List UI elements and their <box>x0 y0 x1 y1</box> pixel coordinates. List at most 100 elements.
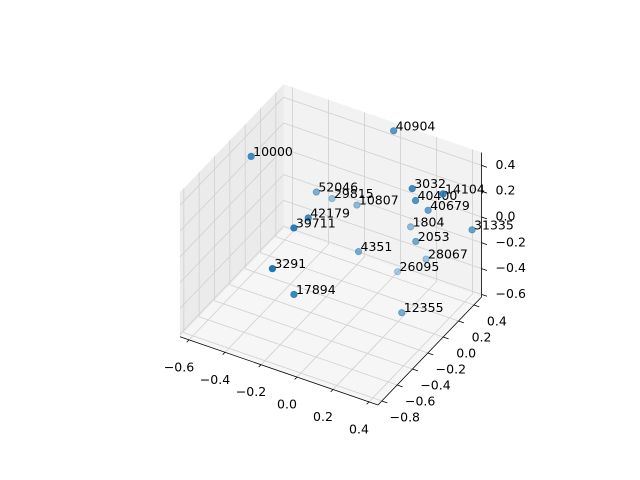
point <box>398 309 406 317</box>
tick-mark <box>473 304 480 308</box>
tick-mark <box>258 364 262 368</box>
point-label: 4351 <box>361 239 393 254</box>
y-axis <box>377 296 482 406</box>
point-label: 26095 <box>400 259 440 274</box>
grid-line <box>283 174 482 244</box>
grid-line <box>296 268 401 378</box>
x-tick-label: 0.0 <box>277 397 297 412</box>
grid-line <box>199 316 398 386</box>
tick-mark <box>481 165 488 168</box>
point-label: 31335 <box>474 217 514 232</box>
grid-line <box>179 200 284 309</box>
point-label: 42179 <box>310 205 350 220</box>
grid-line <box>179 148 284 258</box>
point <box>393 268 402 276</box>
x-axis <box>179 336 379 406</box>
grid-line <box>260 252 459 322</box>
back-pane <box>283 84 482 297</box>
tick-mark <box>481 294 488 297</box>
point-label: 17894 <box>296 282 336 297</box>
x-tick-label: 0.2 <box>313 409 333 424</box>
tick-mark <box>366 401 370 405</box>
tick-mark <box>427 352 434 356</box>
tick-mark <box>458 320 465 324</box>
tick-mark <box>481 268 488 271</box>
y-tick-label: 0.0 <box>456 345 476 360</box>
grid-line <box>275 236 475 306</box>
point-label: 40904 <box>396 118 436 133</box>
grid-line <box>283 96 482 166</box>
tick-mark <box>381 400 388 404</box>
point-label: 29815 <box>334 186 374 201</box>
x-tick-label: 0.4 <box>349 421 369 436</box>
grid-line <box>179 96 284 206</box>
point <box>439 190 447 198</box>
grid-line <box>229 284 428 354</box>
tick-mark <box>481 242 488 246</box>
point <box>312 188 320 196</box>
grid-line <box>179 122 284 232</box>
grid-line <box>332 281 437 390</box>
point <box>290 224 298 232</box>
z-tick-label: 0.0 <box>496 209 516 224</box>
y-tick-label: −0.8 <box>390 409 420 424</box>
y-tick-label: −0.6 <box>405 393 435 408</box>
point <box>390 127 398 135</box>
point-label: 2053 <box>418 229 450 244</box>
floor-pane <box>180 228 482 405</box>
grid-line <box>283 200 482 269</box>
point <box>407 223 415 231</box>
point <box>468 226 476 234</box>
grid-line <box>188 231 293 341</box>
z-tick-label: −0.4 <box>496 260 526 275</box>
grid-line <box>283 122 482 192</box>
point-label: 40400 <box>418 188 458 203</box>
point-label: 1804 <box>413 214 445 229</box>
x-tick-label: −0.6 <box>164 359 194 374</box>
point <box>411 196 420 205</box>
point <box>412 237 420 246</box>
grid-line <box>260 256 365 365</box>
z-tick-label: −0.2 <box>496 234 526 249</box>
point-label: 52046 <box>318 180 358 195</box>
x-tick-label: −0.4 <box>200 372 230 387</box>
tick-mark <box>481 216 488 220</box>
x-tick-label: −0.2 <box>236 384 266 399</box>
y-tick-label: −0.4 <box>420 377 450 392</box>
z-tick-label: 0.4 <box>496 157 516 172</box>
y-tick-label: 0.2 <box>472 329 492 344</box>
grid-line <box>245 268 444 338</box>
grid-line <box>183 332 382 402</box>
point <box>247 152 255 160</box>
point-label: 10807 <box>359 193 399 208</box>
tick-mark <box>294 376 298 380</box>
tick-mark <box>397 384 403 388</box>
z-tick-label: −0.6 <box>496 286 526 301</box>
point <box>328 195 336 203</box>
point-label: 3032 <box>414 176 446 191</box>
point <box>422 255 430 263</box>
point-label: 3291 <box>274 256 306 271</box>
tick-mark <box>186 339 190 343</box>
tick-mark <box>222 352 226 355</box>
grid-line <box>224 244 329 353</box>
point-label: 40679 <box>430 198 470 213</box>
left-pane <box>180 84 284 337</box>
point-label: 10000 <box>253 144 293 159</box>
tick-mark <box>330 389 334 393</box>
point-label: 12355 <box>404 300 444 315</box>
tick-mark <box>481 190 488 194</box>
tick-mark <box>443 336 449 340</box>
point-label: 14104 <box>445 181 485 196</box>
tick-mark <box>412 368 419 372</box>
grid-line <box>179 225 284 335</box>
point <box>353 201 361 209</box>
y-tick-label: −0.2 <box>436 361 466 376</box>
point <box>304 214 312 222</box>
grid-line <box>283 225 482 295</box>
point-label: 39711 <box>296 215 336 230</box>
point <box>424 206 432 214</box>
point-label: 28067 <box>428 247 468 262</box>
point <box>268 265 276 273</box>
